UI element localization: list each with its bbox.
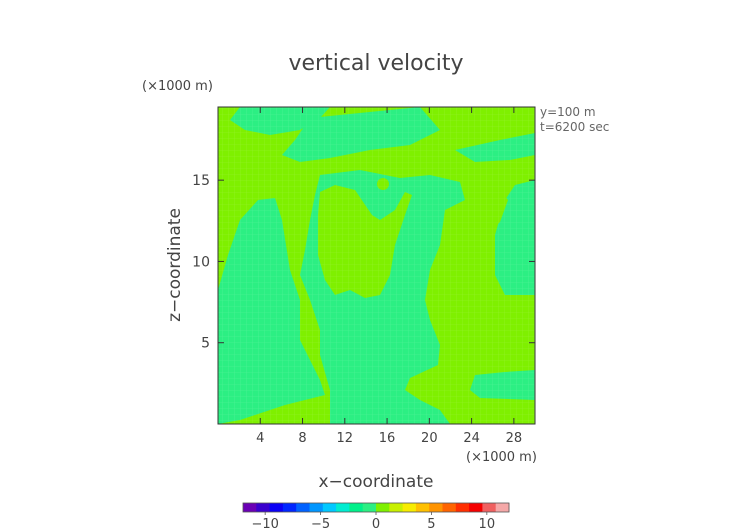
colorbar-swatch: [243, 503, 257, 512]
colorbar-swatch: [296, 503, 310, 512]
colorbar-swatch: [309, 503, 324, 512]
colorbar-swatch: [349, 503, 364, 512]
x-unit-label: (×1000 m): [466, 450, 537, 465]
annotation-time: t=6200 sec: [540, 120, 609, 134]
colorbar-swatch: [376, 503, 390, 512]
x-tick-label: 12: [337, 431, 354, 446]
colorbar-tick-label: 0: [372, 517, 380, 532]
colorbar-swatch: [442, 503, 457, 512]
y-tick-label: 15: [192, 173, 210, 189]
x-tick-label: 28: [506, 431, 523, 446]
y-tick-label: 10: [192, 254, 210, 270]
annotation-y-level: y=100 m: [540, 105, 596, 119]
chart-title: vertical velocity: [288, 51, 463, 76]
fine-grid-texture: [218, 107, 535, 424]
y-tick-label: 5: [201, 336, 210, 352]
x-axis-label: x−coordinate: [319, 472, 434, 492]
colorbar-ticks: −10 −5 0 5 10: [251, 512, 495, 532]
colorbar-swatch: [389, 503, 404, 512]
colorbar-swatch: [415, 503, 430, 512]
x-tick-label: 20: [421, 431, 438, 446]
colorbar-swatch: [336, 503, 350, 512]
colorbar-swatch: [322, 503, 337, 512]
colorbar-swatch: [495, 503, 510, 512]
colorbar-swatch: [256, 503, 271, 512]
colorbar-swatch: [455, 503, 470, 512]
colorbar-swatch: [469, 503, 483, 512]
y-unit-label: (×1000 m): [142, 79, 213, 94]
x-tick-label: 8: [298, 431, 306, 446]
x-axis-ticks: 4 8 12 16 20 24 28: [256, 107, 522, 446]
colorbar-swatch: [269, 503, 284, 512]
x-tick-label: 4: [256, 431, 264, 446]
colorbar-tick-label: 10: [479, 517, 496, 532]
colorbar-tick-label: −5: [311, 517, 330, 532]
x-tick-label: 24: [463, 431, 480, 446]
colorbar-tick-label: 5: [427, 517, 435, 532]
colorbar-swatch: [402, 503, 417, 512]
colorbar-swatch: [482, 503, 497, 512]
colorbar-tick-label: −10: [251, 517, 278, 532]
colorbar-swatch: [282, 503, 297, 512]
plot-frame: [217, 106, 536, 425]
heatmap-field: [218, 107, 535, 424]
colorbar: [243, 503, 510, 512]
y-axis-label: z−coordinate: [165, 208, 185, 322]
x-tick-label: 16: [379, 431, 396, 446]
y-axis-ticks: 5 10 15: [192, 173, 535, 352]
colorbar-swatch: [362, 503, 377, 512]
colorbar-swatch: [429, 503, 443, 512]
